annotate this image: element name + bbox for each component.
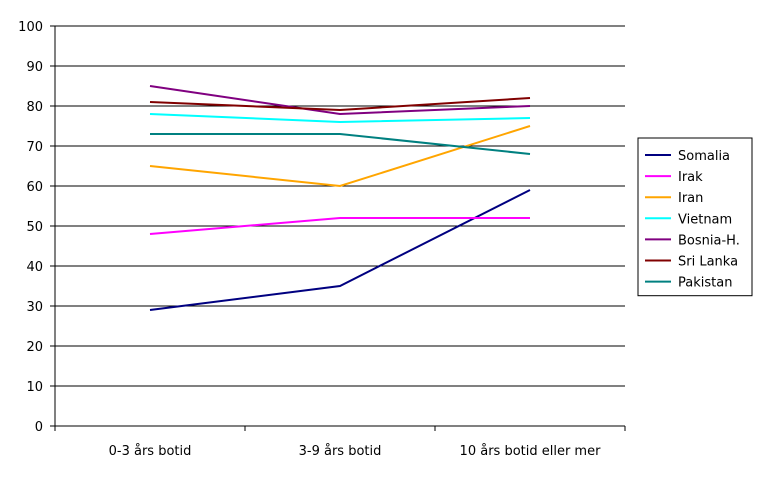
series-line-somalia: [149, 189, 531, 311]
series-line-sri-lanka: [149, 97, 531, 112]
x-tick-label: 10 års botid eller mer: [460, 444, 602, 459]
legend-label: Bosnia-H.: [678, 233, 740, 248]
y-tick-label: 10: [26, 380, 43, 395]
series-line-bosnia-h-: [149, 85, 531, 116]
legend: Somalia Irak Iran Vietnam Bosnia-H. Sri Lanka…: [637, 137, 753, 297]
series-line-irak: [149, 217, 530, 235]
x-axis: 0-3 års botid 3-9 års botid 10 års botid e…: [54, 425, 626, 459]
y-tick-label: 20: [26, 340, 43, 355]
legend-label: Iran: [678, 191, 703, 206]
x-tick-label: 3-9 års botid: [299, 444, 382, 459]
legend-label: Vietnam: [678, 212, 732, 227]
y-tick-label: 70: [26, 140, 43, 155]
y-tick-label: 0: [35, 420, 43, 435]
series-lines: [149, 85, 531, 311]
series-line-pakistan: [150, 133, 531, 155]
y-tick-label: 30: [26, 300, 43, 315]
y-tick-label: 90: [26, 60, 43, 75]
y-axis-ticks: 0 10 20 30 40 50 60 70 80 90 100: [18, 20, 56, 435]
legend-label: Sri Lanka: [678, 255, 738, 270]
legend-label: Pakistan: [678, 276, 732, 291]
y-tick-label: 80: [26, 100, 43, 115]
y-tick-label: 50: [26, 220, 43, 235]
y-tick-label: 40: [26, 260, 43, 275]
y-tick-label: 100: [18, 20, 43, 35]
legend-box: [637, 137, 753, 297]
x-tick-label: 0-3 års botid: [109, 444, 192, 459]
legend-label: Irak: [678, 170, 703, 185]
series-line-iran: [149, 125, 531, 188]
gridlines: [55, 25, 625, 387]
y-tick-label: 60: [26, 180, 43, 195]
series-line-vietnam: [149, 113, 531, 124]
legend-label: Somalia: [678, 149, 730, 164]
